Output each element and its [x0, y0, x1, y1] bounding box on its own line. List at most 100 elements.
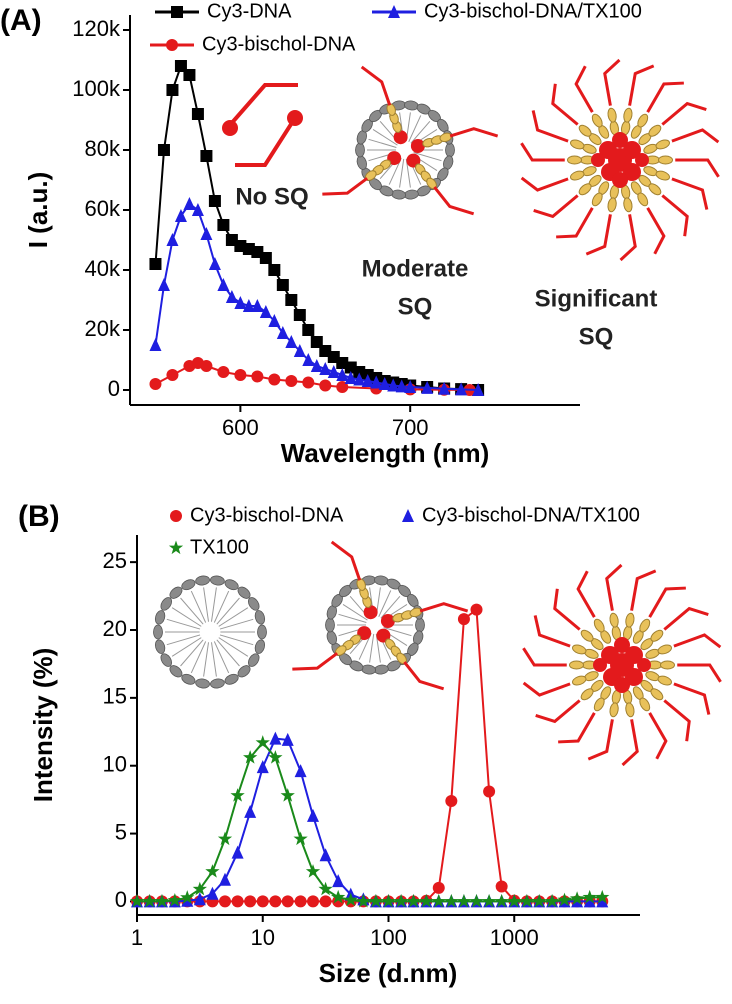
illustration: [580, 629, 594, 642]
marker: [192, 881, 207, 896]
illustration: [628, 64, 655, 106]
marker: [168, 540, 184, 555]
illustration: [171, 607, 202, 627]
marker: [251, 370, 264, 383]
marker: [180, 890, 195, 904]
legend-label: Cy3-bischol-DNA/TX100: [424, 0, 642, 22]
illustration: [648, 124, 662, 137]
marker: [200, 227, 213, 240]
illustration: [551, 83, 579, 126]
illustration: [605, 563, 623, 611]
marker: [193, 892, 206, 906]
illustration: [374, 575, 389, 586]
illustration: [655, 170, 670, 181]
illustration: [219, 618, 254, 630]
marker: [259, 305, 272, 318]
illustration: [625, 702, 635, 718]
y-tick-label: 0: [108, 376, 120, 401]
marker: [268, 750, 283, 764]
marker: [302, 324, 315, 336]
illustration: [558, 712, 596, 744]
marker: [234, 296, 247, 309]
illustration: [637, 113, 649, 128]
illustration: [623, 141, 641, 159]
marker: [219, 895, 232, 908]
marker: [269, 731, 282, 745]
illustration: [520, 176, 569, 192]
illustration: [224, 579, 239, 591]
marker: [344, 371, 357, 384]
annotation: Significant: [535, 285, 658, 312]
marker: [494, 893, 509, 908]
illustration: [648, 183, 662, 196]
illustration: [570, 170, 585, 181]
marker: [166, 233, 179, 246]
marker: [353, 372, 366, 386]
marker: [183, 69, 196, 81]
marker: [149, 258, 162, 270]
illustration: [635, 153, 649, 167]
marker: [557, 892, 572, 907]
marker: [166, 369, 179, 381]
illustration: [593, 618, 605, 633]
illustration: [673, 682, 711, 715]
illustration: [612, 172, 628, 188]
illustration: [614, 677, 630, 693]
marker: [307, 808, 320, 822]
marker: [157, 278, 170, 291]
marker: [507, 893, 522, 908]
panel-label: (A): [0, 4, 42, 37]
legend-label: Cy3-bischol-DNA/TX100: [422, 504, 640, 526]
illustration: [655, 139, 670, 150]
marker: [217, 219, 230, 231]
annotation: No SQ: [235, 183, 308, 210]
illustration: [237, 665, 251, 678]
marker: [445, 795, 458, 807]
illustration: [601, 646, 619, 664]
illustration: [593, 697, 605, 712]
illustration: [216, 597, 240, 625]
marker: [268, 373, 281, 386]
illustration: [614, 637, 630, 653]
marker: [293, 309, 306, 321]
y-axis-title: Intensity (%): [28, 648, 58, 803]
legend-label: TX100: [190, 536, 249, 558]
illustration: [360, 65, 392, 106]
marker: [244, 804, 257, 818]
y-axis-title: I (a.u.): [23, 172, 53, 249]
marker: [421, 380, 434, 394]
x-axis-title: Size (d.nm): [319, 958, 458, 988]
illustration: [160, 597, 173, 611]
marker: [251, 299, 264, 312]
y-tick-label: 80k: [85, 136, 121, 161]
illustration: [405, 158, 411, 188]
marker: [455, 382, 468, 396]
illustration: [619, 214, 637, 262]
illustration: [181, 673, 196, 685]
marker: [167, 892, 182, 907]
illustration: [287, 110, 303, 126]
marker: [583, 894, 596, 908]
marker: [388, 5, 400, 18]
marker: [595, 889, 610, 904]
illustration: [607, 107, 617, 123]
illustration: [612, 132, 628, 148]
illustration: [154, 610, 166, 625]
illustration: [210, 642, 217, 677]
illustration: [603, 58, 621, 106]
marker: [470, 603, 483, 616]
illustration: [378, 590, 392, 618]
illustration: [169, 586, 183, 599]
y-tick-label: 5: [115, 819, 127, 844]
y-tick-label: 60k: [85, 196, 121, 221]
marker: [234, 369, 247, 381]
illustration: [391, 189, 406, 200]
illustration: [639, 618, 651, 633]
illustration: [403, 661, 445, 691]
illustration: [567, 155, 582, 165]
illustration: [325, 617, 335, 633]
illustration: [228, 83, 298, 127]
marker: [381, 893, 396, 908]
illustration: [570, 139, 585, 150]
marker: [444, 893, 459, 908]
